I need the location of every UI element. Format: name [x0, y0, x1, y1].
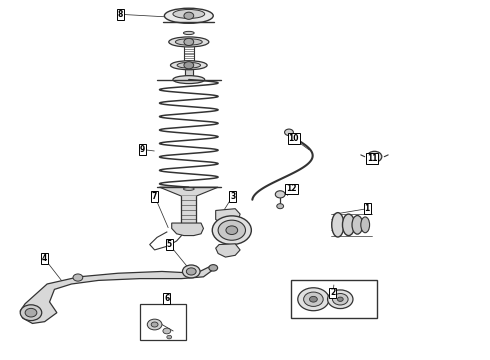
Text: 1: 1 [365, 204, 370, 213]
Ellipse shape [361, 217, 369, 233]
Ellipse shape [175, 39, 202, 45]
Circle shape [304, 292, 323, 306]
Circle shape [371, 154, 378, 159]
Text: 3: 3 [230, 192, 235, 201]
Circle shape [20, 305, 42, 320]
Circle shape [209, 265, 218, 271]
Ellipse shape [183, 188, 194, 190]
Text: 9: 9 [140, 145, 145, 154]
Circle shape [184, 62, 194, 69]
Polygon shape [216, 244, 240, 257]
Circle shape [147, 319, 162, 330]
Circle shape [337, 297, 343, 301]
Text: 10: 10 [289, 134, 299, 143]
Ellipse shape [285, 129, 294, 135]
Ellipse shape [173, 9, 205, 18]
Circle shape [151, 322, 158, 327]
Text: 5: 5 [167, 240, 172, 249]
Circle shape [332, 293, 348, 305]
Polygon shape [216, 209, 240, 225]
Ellipse shape [183, 31, 194, 35]
Circle shape [226, 226, 238, 234]
Ellipse shape [173, 76, 205, 84]
Text: 7: 7 [152, 192, 157, 201]
Polygon shape [159, 187, 218, 196]
Circle shape [167, 335, 172, 339]
Ellipse shape [352, 216, 363, 234]
Circle shape [25, 309, 37, 317]
Polygon shape [181, 196, 196, 223]
Circle shape [275, 191, 285, 198]
Polygon shape [185, 70, 193, 80]
Text: 2: 2 [330, 288, 336, 297]
Text: 6: 6 [164, 294, 170, 303]
Circle shape [310, 296, 318, 302]
Circle shape [182, 265, 200, 278]
Bar [292, 280, 377, 318]
Circle shape [277, 204, 284, 209]
Circle shape [184, 12, 194, 19]
Text: 8: 8 [118, 10, 123, 19]
Circle shape [186, 268, 196, 275]
Circle shape [212, 216, 251, 244]
Circle shape [328, 290, 353, 309]
Circle shape [367, 151, 382, 162]
Ellipse shape [332, 213, 344, 237]
Circle shape [298, 288, 329, 311]
Ellipse shape [177, 62, 200, 68]
Circle shape [73, 274, 83, 281]
Ellipse shape [169, 37, 209, 47]
Circle shape [184, 39, 194, 45]
Bar [140, 304, 186, 339]
Ellipse shape [171, 61, 207, 70]
Text: 4: 4 [42, 255, 48, 264]
Circle shape [163, 328, 171, 334]
Polygon shape [20, 266, 213, 323]
Text: 11: 11 [367, 154, 377, 163]
Polygon shape [172, 223, 203, 235]
Ellipse shape [164, 8, 213, 23]
Ellipse shape [343, 214, 355, 235]
Text: 12: 12 [286, 184, 296, 193]
Circle shape [218, 220, 245, 240]
